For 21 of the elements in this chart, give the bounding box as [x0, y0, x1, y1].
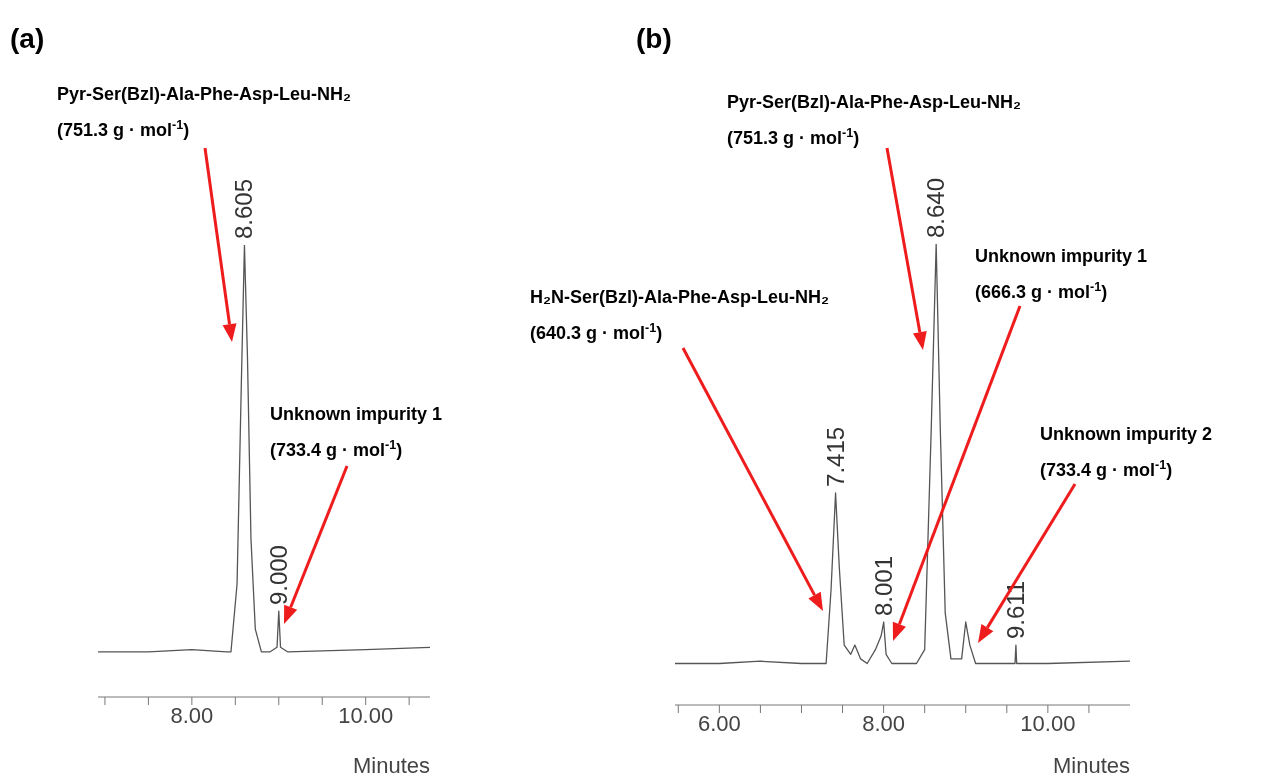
x-tick-label: 8.00: [862, 710, 906, 736]
text: Pyr-Ser(Bzl)-Ala-Phe-Asp-Leu-NH₂ (751.3 g · mol$^{-1}$): [727, 92, 1022, 148]
x-tick-label: 10.00: [1020, 710, 1076, 736]
x-axis-title: Minutes: [1052, 753, 1130, 778]
annotation: 9.611: [1001, 580, 1029, 640]
annotation: Unknown impurity 2 (733.4 g · mol$^{-1}$): [1040, 424, 1213, 480]
text: Pyr-Ser(Bzl)-Ala-Phe-Asp-Leu-NH₂ (751.3 g · mol$^{-1}$): [57, 84, 352, 140]
annotation: Unknown impurity 1 (733.4 g · mol$^{-1}$): [270, 404, 443, 460]
annotation: 8.605: [230, 178, 258, 239]
annotation: 8.001: [869, 555, 897, 617]
x-tick-label: 10.00: [338, 702, 394, 728]
annotation: Unknown impurity 1 (666.3 g · mol$^{-1}$): [975, 246, 1148, 302]
chart-title: (b): [636, 23, 672, 54]
annotation: 7.415: [821, 426, 849, 487]
annotation: 9.000: [264, 545, 292, 606]
x-axis-title: Minutes: [352, 753, 430, 778]
x-tick-label: 8.00: [170, 702, 214, 728]
chart-title: (a): [10, 23, 45, 54]
x-tick-label: 6.00: [697, 710, 741, 736]
annotation: H₂N-Ser(Bzl)-Ala-Phe-Asp-Leu-NH₂ (640.3 g · mol$^{-1}$): [530, 287, 829, 343]
annotation: 8.640: [922, 177, 950, 238]
